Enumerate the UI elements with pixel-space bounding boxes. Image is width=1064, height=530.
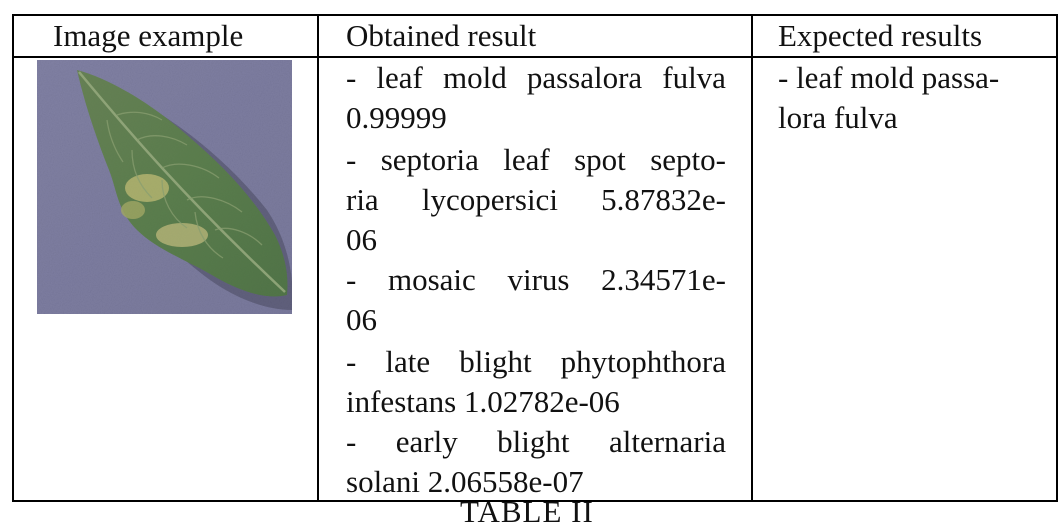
obtained-word: leaf: [503, 142, 550, 177]
leaf-image: [37, 60, 292, 314]
obtained-line-6: - mosaic virus 2.34571e-: [346, 260, 726, 300]
obtained-word: fulva: [662, 60, 726, 95]
results-table: Image example Obtained result Expected r…: [12, 14, 1058, 502]
obtained-word: mold: [442, 60, 507, 95]
obtained-word: -: [346, 142, 357, 177]
table-right-rule: [1056, 14, 1058, 502]
obtained-word: 2.34571e-: [601, 262, 726, 297]
obtained-word: early: [395, 424, 458, 459]
header-rule: [12, 56, 1058, 58]
obtained-word: ria: [346, 182, 379, 217]
obtained-line-7: 06: [346, 302, 377, 337]
obtained-line-3: - septoria leaf spot septo-: [346, 140, 726, 180]
obtained-word: lycopersici: [421, 182, 558, 217]
expected-line-1: - leaf mold passa-: [778, 60, 1000, 95]
obtained-line-1: - leaf mold passalora fulva: [346, 58, 726, 98]
obtained-line-4: ria lycopersici 5.87832e-: [346, 180, 726, 220]
obtained-word: mosaic: [388, 262, 476, 297]
obtained-word: virus: [507, 262, 570, 297]
obtained-word: leaf: [376, 60, 423, 95]
obtained-word: -: [346, 262, 357, 297]
obtained-word: blight: [459, 344, 532, 379]
table-top-rule: [12, 14, 1058, 16]
obtained-line-11: solani 2.06558e-07: [346, 464, 584, 499]
table-left-rule: [12, 14, 14, 502]
header-obtained-result: Obtained result: [346, 18, 537, 53]
expected-line-2: lora fulva: [778, 100, 898, 135]
column-divider-2: [751, 14, 753, 502]
header-expected-results: Expected results: [778, 18, 983, 53]
obtained-word: septo-: [650, 142, 726, 177]
obtained-word: phytophthora: [560, 344, 726, 379]
obtained-word: spot: [574, 142, 626, 177]
obtained-line-8: - late blight phytophthora: [346, 342, 726, 382]
obtained-word: septoria: [380, 142, 479, 177]
obtained-word: -: [346, 344, 357, 379]
header-image-example: Image example: [53, 18, 244, 53]
table-caption: TABLE II: [460, 494, 594, 529]
obtained-word: blight: [497, 424, 570, 459]
obtained-word: -: [346, 424, 357, 459]
obtained-word: passalora: [526, 60, 643, 95]
table-bottom-rule: [12, 500, 1058, 502]
obtained-word: late: [385, 344, 431, 379]
obtained-line-9: infestans 1.02782e-06: [346, 384, 620, 419]
column-divider-1: [317, 14, 319, 502]
obtained-word: -: [346, 60, 357, 95]
obtained-line-2: 0.99999: [346, 100, 447, 135]
obtained-line-5: 06: [346, 222, 377, 257]
obtained-word: alternaria: [608, 424, 726, 459]
obtained-line-10: - early blight alternaria: [346, 422, 726, 462]
obtained-word: 5.87832e-: [601, 182, 726, 217]
